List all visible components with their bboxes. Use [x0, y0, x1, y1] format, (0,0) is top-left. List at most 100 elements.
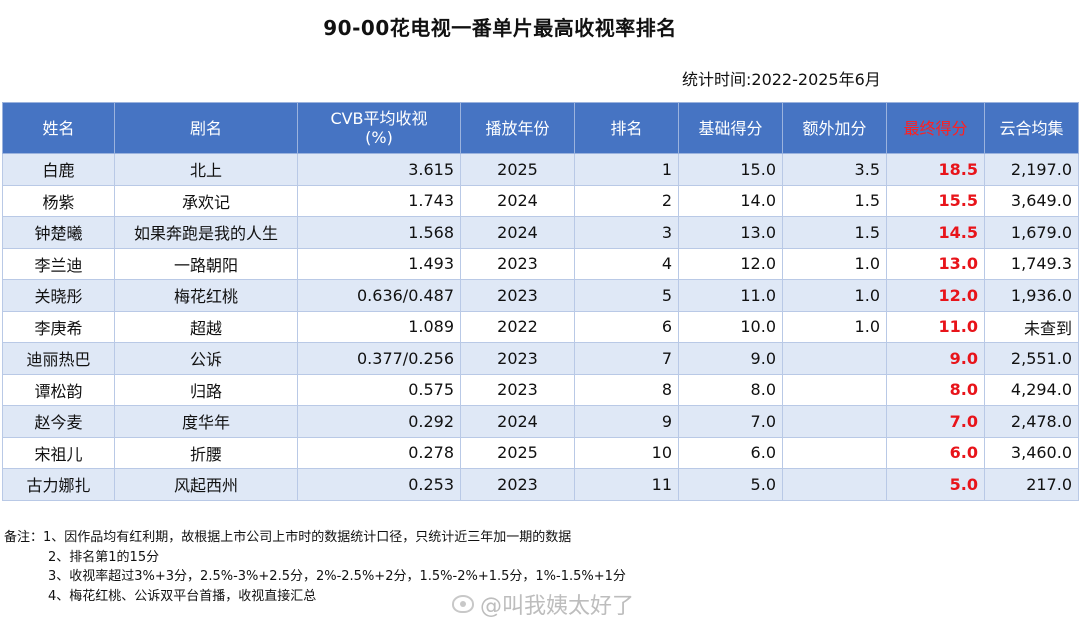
cell-yunhe: 2,478.0 [984, 405, 1079, 438]
cell-extra-score: 1.0 [782, 247, 887, 280]
cell-rank: 9 [574, 405, 679, 438]
cell-drama: 公诉 [114, 342, 298, 375]
cell-final-score: 12.0 [886, 279, 985, 312]
cell-cvb: 0.575 [297, 373, 461, 406]
cell-year: 2025 [460, 436, 575, 469]
cell-final-score: 13.0 [886, 247, 985, 280]
header-year: 播放年份 [460, 102, 575, 154]
header-name: 姓名 [2, 102, 115, 154]
cell-name: 李兰迪 [2, 247, 115, 280]
cell-yunhe: 1,936.0 [984, 279, 1079, 312]
cell-base-score: 7.0 [678, 405, 783, 438]
table-row: 谭松韵 归路 0.575 2023 8 8.0 8.0 4,294.0 [2, 373, 1079, 406]
cell-rank: 4 [574, 247, 679, 280]
cell-final-score: 9.0 [886, 342, 985, 375]
cell-cvb: 0.278 [297, 436, 461, 469]
cell-base-score: 11.0 [678, 279, 783, 312]
cell-base-score: 12.0 [678, 247, 783, 280]
cell-year: 2024 [460, 405, 575, 438]
cell-year: 2023 [460, 342, 575, 375]
cell-rank: 8 [574, 373, 679, 406]
note-line: 备注：1、因作品均有红利期，故根据上市公司上市时的数据统计口径，只统计近三年加一… [4, 530, 572, 545]
cell-base-score: 6.0 [678, 436, 783, 469]
notes: 备注：1、因作品均有红利期，故根据上市公司上市时的数据统计口径，只统计近三年加一… [4, 528, 626, 606]
cell-name: 关晓彤 [2, 279, 115, 312]
header-extra-score: 额外加分 [782, 102, 887, 154]
cell-base-score: 14.0 [678, 184, 783, 217]
table-row: 关晓彤 梅花红桃 0.636/0.487 2023 5 11.0 1.0 12.0 1,936.… [2, 279, 1079, 312]
cell-drama: 北上 [114, 153, 298, 186]
cell-extra-score [782, 436, 887, 469]
table-row: 赵今麦 度华年 0.292 2024 9 7.0 7.0 2,478.0 [2, 405, 1079, 438]
cell-final-score: 14.5 [886, 216, 985, 249]
cell-yunhe: 217.0 [984, 468, 1079, 501]
cell-extra-score: 1.5 [782, 184, 887, 217]
table-row: 宋祖儿 折腰 0.278 2025 10 6.0 6.0 3,460.0 [2, 436, 1079, 469]
cell-cvb: 0.292 [297, 405, 461, 438]
table-row: 白鹿 北上 3.615 2025 1 15.0 3.5 18.5 2,197.0 [2, 153, 1079, 186]
cell-year: 2023 [460, 373, 575, 406]
cell-extra-score: 1.0 [782, 279, 887, 312]
cell-base-score: 5.0 [678, 468, 783, 501]
cell-name: 谭松韵 [2, 373, 115, 406]
table-row: 李庚希 超越 1.089 2022 6 10.0 1.0 11.0 未查到 [2, 310, 1079, 343]
cell-base-score: 13.0 [678, 216, 783, 249]
cell-name: 李庚希 [2, 310, 115, 343]
cell-rank: 7 [574, 342, 679, 375]
header-final-score: 最终得分 [886, 102, 985, 154]
cell-final-score: 7.0 [886, 405, 985, 438]
table-row: 古力娜扎 风起西州 0.253 2023 11 5.0 5.0 217.0 [2, 468, 1079, 501]
cell-drama: 一路朝阳 [114, 247, 298, 280]
cell-base-score: 10.0 [678, 310, 783, 343]
cell-rank: 3 [574, 216, 679, 249]
header-rank: 排名 [574, 102, 679, 154]
cell-extra-score [782, 405, 887, 438]
note-line: 3、收视率超过3%+3分，2.5%-3%+2.5分，2%-2.5%+2分，1.5… [48, 569, 626, 584]
cell-year: 2023 [460, 247, 575, 280]
cell-name: 赵今麦 [2, 405, 115, 438]
cell-cvb: 1.568 [297, 216, 461, 249]
cell-rank: 11 [574, 468, 679, 501]
header-base-score: 基础得分 [678, 102, 783, 154]
cell-rank: 10 [574, 436, 679, 469]
cell-yunhe: 3,649.0 [984, 184, 1079, 217]
cell-final-score: 5.0 [886, 468, 985, 501]
cell-year: 2024 [460, 184, 575, 217]
cell-name: 迪丽热巴 [2, 342, 115, 375]
cell-name: 宋祖儿 [2, 436, 115, 469]
cell-extra-score: 3.5 [782, 153, 887, 186]
cell-extra-score [782, 373, 887, 406]
table-row: 杨紫 承欢记 1.743 2024 2 14.0 1.5 15.5 3,649.0 [2, 184, 1079, 217]
cell-base-score: 8.0 [678, 373, 783, 406]
table-row: 迪丽热巴 公诉 0.377/0.256 2023 7 9.0 9.0 2,551.0 [2, 342, 1079, 375]
cell-drama: 承欢记 [114, 184, 298, 217]
cell-drama: 折腰 [114, 436, 298, 469]
cell-extra-score: 1.5 [782, 216, 887, 249]
cell-name: 白鹿 [2, 153, 115, 186]
cell-extra-score [782, 342, 887, 375]
note-line: 2、排名第1的15分 [48, 549, 160, 565]
cell-year: 2023 [460, 279, 575, 312]
cell-yunhe: 1,749.3 [984, 247, 1079, 280]
cell-final-score: 18.5 [886, 153, 985, 186]
cell-drama: 归路 [114, 373, 298, 406]
cell-rank: 5 [574, 279, 679, 312]
cell-extra-score [782, 468, 887, 501]
cell-rank: 2 [574, 184, 679, 217]
cell-cvb: 0.377/0.256 [297, 342, 461, 375]
cell-yunhe: 3,460.0 [984, 436, 1079, 469]
cell-drama: 梅花红桃 [114, 279, 298, 312]
cell-year: 2024 [460, 216, 575, 249]
cell-drama: 如果奔跑是我的人生 [114, 216, 298, 249]
note-line: 4、梅花红桃、公诉双平台首播，收视直接汇总 [48, 588, 317, 604]
cell-yunhe: 未查到 [984, 310, 1079, 343]
watermark: @叫我姨太好了 [452, 588, 634, 620]
cell-name: 古力娜扎 [2, 468, 115, 501]
cell-final-score: 15.5 [886, 184, 985, 217]
cell-cvb: 3.615 [297, 153, 461, 186]
cell-cvb: 1.743 [297, 184, 461, 217]
cell-final-score: 6.0 [886, 436, 985, 469]
cell-cvb: 0.253 [297, 468, 461, 501]
cell-final-score: 11.0 [886, 310, 985, 343]
cell-base-score: 15.0 [678, 153, 783, 186]
